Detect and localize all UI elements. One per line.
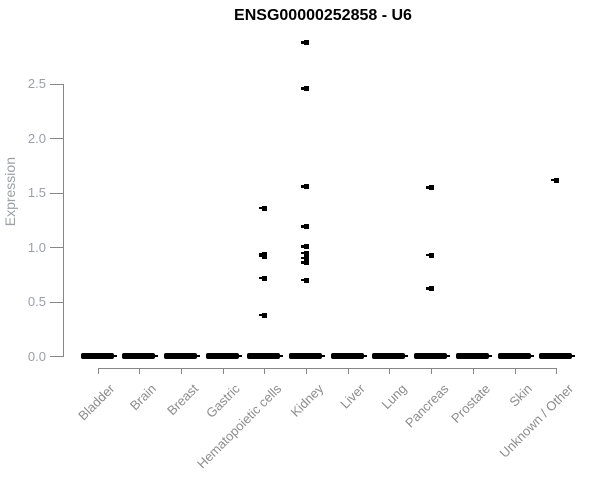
category-label: Lung xyxy=(378,381,410,413)
zero-expression-dash xyxy=(372,352,409,359)
data-point xyxy=(259,312,268,318)
zero-expression-dash xyxy=(330,352,367,359)
data-point xyxy=(551,177,560,183)
y-axis-tick xyxy=(50,356,63,357)
y-axis-tick xyxy=(50,83,63,85)
data-point xyxy=(301,250,309,256)
y-axis-tick xyxy=(50,301,63,303)
zero-expression-dash xyxy=(497,352,534,359)
data-point xyxy=(259,253,268,259)
category-label: Bladder xyxy=(75,381,118,424)
x-axis-tick xyxy=(556,369,558,374)
x-axis-tick xyxy=(347,369,349,374)
x-axis-tick xyxy=(306,369,307,374)
category-label: Liver xyxy=(337,381,368,412)
data-point xyxy=(426,286,435,292)
data-point xyxy=(426,185,435,191)
y-axis-tick xyxy=(50,247,63,249)
data-point xyxy=(301,184,309,190)
data-point xyxy=(259,275,268,281)
category-label: Brain xyxy=(127,381,160,414)
data-point xyxy=(301,260,309,266)
zero-expression-dash xyxy=(247,352,284,359)
x-axis-tick xyxy=(514,369,516,374)
y-axis-line xyxy=(63,84,64,357)
category-label: Gastric xyxy=(202,381,243,421)
x-axis-tick xyxy=(97,369,99,374)
zero-expression-dash xyxy=(414,352,451,359)
data-point xyxy=(301,86,309,92)
y-tick-label: 0.5 xyxy=(27,294,46,310)
category-label: Unknown / Other xyxy=(496,381,577,461)
zero-expression-dash xyxy=(122,352,159,359)
data-point xyxy=(301,224,309,230)
y-tick-label: 1.5 xyxy=(27,185,46,201)
zero-expression-dash xyxy=(163,352,200,359)
chart-title: ENSG00000252858 - U6 xyxy=(234,7,412,24)
x-axis-tick xyxy=(431,369,433,374)
x-axis-tick xyxy=(139,369,141,374)
x-axis-tick xyxy=(264,369,266,374)
y-tick-label: 0.0 xyxy=(27,348,46,364)
zero-expression-dash xyxy=(455,352,492,359)
zero-expression-dash xyxy=(205,352,242,359)
y-tick-label: 2.5 xyxy=(27,76,46,92)
data-point xyxy=(301,277,309,283)
x-axis-tick xyxy=(180,369,182,374)
y-axis-tick xyxy=(50,138,63,140)
y-tick-label: 2.0 xyxy=(27,130,46,146)
zero-expression-dash xyxy=(80,352,117,359)
zero-expression-dash xyxy=(539,352,576,359)
zero-expression-dash xyxy=(289,352,325,359)
category-label: Breast xyxy=(163,381,202,419)
category-label: Prostate xyxy=(448,381,493,426)
data-point xyxy=(426,252,435,258)
x-axis-tick xyxy=(222,369,224,374)
data-point xyxy=(301,255,309,261)
data-point xyxy=(259,205,268,211)
category-label: Kidney xyxy=(287,381,327,420)
x-axis-line xyxy=(98,368,557,369)
x-axis-tick xyxy=(389,369,391,374)
y-tick-label: 1.0 xyxy=(27,239,46,255)
data-point xyxy=(301,244,309,249)
category-label: Pancreas xyxy=(401,381,452,431)
category-label: Skin xyxy=(506,381,535,410)
x-axis-tick xyxy=(472,369,474,374)
y-axis-tick xyxy=(50,192,63,194)
data-point xyxy=(301,40,309,46)
